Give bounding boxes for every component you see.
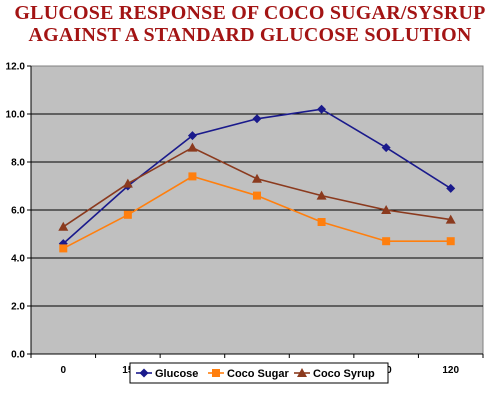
coco-syrup-data-point xyxy=(445,214,456,224)
x-tick-label: 120 xyxy=(442,365,459,376)
y-tick-label: 4.0 xyxy=(11,254,25,265)
glucose-data-point xyxy=(187,131,197,141)
glucose-data-point xyxy=(317,104,327,114)
legend-box xyxy=(129,362,389,384)
coco-syrup-data-point xyxy=(316,190,327,200)
coco-syrup-data-point xyxy=(252,173,262,183)
glucose-data-point xyxy=(252,114,262,124)
coco-sugar-data-point xyxy=(446,237,455,246)
x-tick-label: 15 xyxy=(122,365,134,376)
coco-syrup-legend-marker xyxy=(297,368,307,377)
glucose-legend-marker xyxy=(139,368,149,378)
y-tick-label: 6.0 xyxy=(11,206,25,217)
y-tick-label: 12.0 xyxy=(6,62,26,73)
coco-sugar-legend-label: Coco Sugar xyxy=(227,368,289,380)
coco-sugar-legend-marker xyxy=(212,369,220,377)
coco-syrup-data-point xyxy=(122,178,133,188)
coco-sugar-data-point xyxy=(382,237,391,246)
coco-sugar-data-point xyxy=(59,244,68,253)
coco-sugar-data-point xyxy=(253,191,261,200)
glucose-data-point xyxy=(381,143,391,153)
coco-syrup-legend-label: Coco Syrup xyxy=(313,368,375,380)
y-tick-label: 8.0 xyxy=(11,158,25,169)
coco-sugar-data-point xyxy=(317,218,326,226)
coco-syrup-data-point xyxy=(187,142,198,152)
y-tick-label: 2.0 xyxy=(11,302,25,313)
coco-syrup-data-point xyxy=(381,205,392,214)
coco-sugar-data-point xyxy=(123,210,132,219)
y-tick-label: 10.0 xyxy=(6,110,26,121)
glucose-data-point xyxy=(446,183,456,193)
chart-title-line-1: GLUCOSE RESPONSE OF COCO SUGAR/SYSRUP xyxy=(14,2,486,24)
coco-sugar-data-point xyxy=(188,172,197,181)
x-tick-label: 0 xyxy=(61,365,67,376)
glucose-legend-label: Glucose xyxy=(155,368,198,380)
chart-title-line-2: AGAINST A STANDARD GLUCOSE SOLUTION xyxy=(28,24,472,46)
coco-syrup-data-point xyxy=(58,221,69,231)
y-tick-label: 0.0 xyxy=(11,350,25,361)
